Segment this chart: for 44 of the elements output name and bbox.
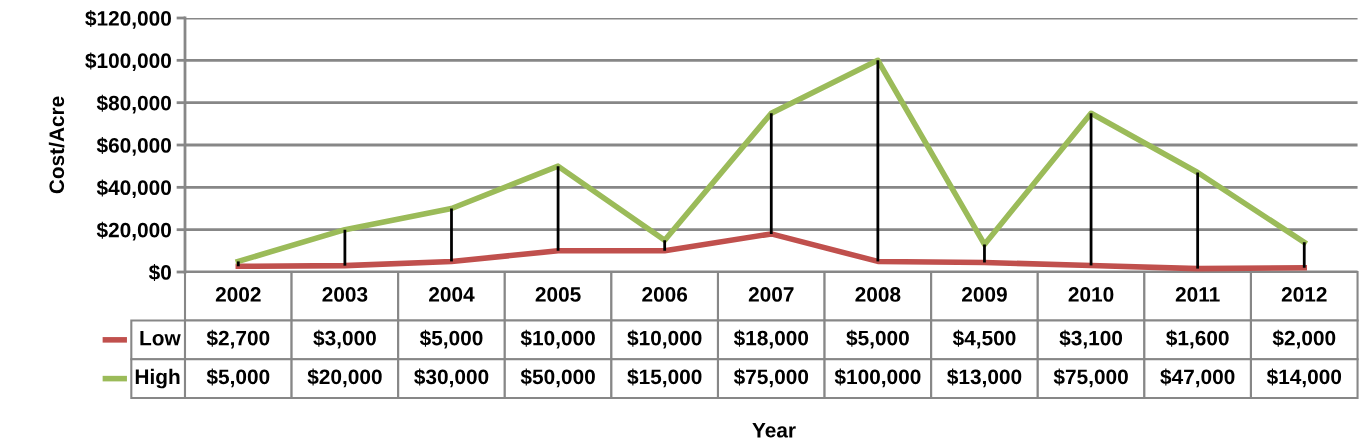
data-label: $100,000 xyxy=(834,368,921,388)
text: Year xyxy=(752,423,796,438)
data-label: $13,000 xyxy=(947,368,1022,388)
legend-label: High xyxy=(135,368,180,389)
data-label: $2,000 xyxy=(1272,329,1336,349)
x-tick-label: 2011 xyxy=(1175,287,1220,302)
y-tick-label: $20,000 xyxy=(96,221,171,241)
data-label: $15,000 xyxy=(627,368,702,388)
y-tick-label: $80,000 xyxy=(96,94,171,114)
data-label: $18,000 xyxy=(733,329,809,349)
x-tick-label: 2007 xyxy=(748,287,794,302)
x-tick-label: 2009 xyxy=(962,287,1007,302)
data-label: $20,000 xyxy=(307,368,382,388)
x-tick-label: 2003 xyxy=(322,287,368,302)
x-tick-label: 2012 xyxy=(1281,287,1327,302)
data-label: $5,000 xyxy=(419,329,483,349)
data-label: $75,000 xyxy=(1053,368,1128,388)
data-label: $3,100 xyxy=(1059,329,1123,349)
y-tick-label: $120,000 xyxy=(85,10,171,29)
data-label: $75,000 xyxy=(733,368,809,388)
data-label: $10,000 xyxy=(627,329,702,349)
data-label: $5,000 xyxy=(846,329,909,349)
data-label: $1,600 xyxy=(1166,329,1229,349)
y-tick-label: $100,000 xyxy=(85,52,171,72)
data-label: $5,000 xyxy=(206,368,270,388)
data-label: $4,500 xyxy=(952,329,1016,349)
y-axis-title: Cost/Acre xyxy=(48,96,65,194)
x-tick-label: 2008 xyxy=(855,287,901,302)
data-label: $3,000 xyxy=(313,329,376,349)
data-label: $50,000 xyxy=(520,368,595,388)
x-tick-label: 2006 xyxy=(642,287,688,302)
x-tick-label: 2004 xyxy=(429,287,475,302)
data-label: $30,000 xyxy=(414,368,489,388)
x-tick-label: 2002 xyxy=(215,287,261,302)
x-tick-label: 2010 xyxy=(1068,287,1114,302)
data-label: $47,000 xyxy=(1160,368,1235,388)
x-tick-label: 2005 xyxy=(535,287,581,302)
y-tick-label: $0 xyxy=(148,264,171,282)
data-label: $10,000 xyxy=(520,329,595,349)
data-label: $2,700 xyxy=(206,329,270,349)
data-label: $14,000 xyxy=(1266,368,1342,388)
y-tick-label: $40,000 xyxy=(96,179,171,199)
legend-label: Low xyxy=(140,330,181,346)
y-tick-label: $60,000 xyxy=(96,137,171,156)
